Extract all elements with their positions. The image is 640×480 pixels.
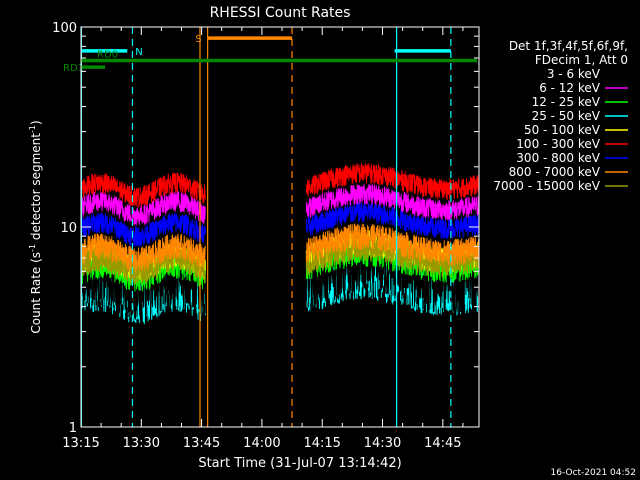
x-tick-label-1: 13:30 [123, 436, 160, 451]
y-tick-label-0: 1 [69, 421, 77, 436]
y-axis-label-mid: detector segment [29, 133, 43, 244]
annotation-label-2: S [195, 34, 201, 45]
legend-label-2: 12 - 25 keV [532, 95, 601, 109]
legend-header-2: FDecim 1, Att 0 [535, 53, 628, 67]
x-tick-label-0: 13:15 [62, 436, 99, 451]
series-line-6-post [305, 202, 480, 240]
legend-label-6: 300 - 800 keV [516, 151, 600, 165]
series-line-7-pre [80, 233, 206, 273]
legend-label-7: 800 - 7000 keV [509, 165, 601, 179]
series-line-5-pre [80, 172, 206, 209]
render-timestamp: 16-Oct-2021 04:52 [551, 468, 636, 478]
x-axis-label: Start Time (31-Jul-07 13:14:42) [198, 456, 401, 471]
series-line-1-pre [80, 190, 206, 226]
legend: Det 1f,3f,4f,5f,6f,9f, FDecim 1, Att 0 3… [493, 39, 628, 193]
legend-label-3: 25 - 50 keV [532, 109, 601, 123]
legend-header-1: Det 1f,3f,4f,5f,6f,9f, [509, 39, 628, 53]
chart-title: RHESSI Count Rates [210, 5, 351, 21]
annotation-label-4: RD1 [63, 63, 84, 74]
y-axis-label-sup2: -1 [28, 125, 37, 133]
y-axis-label-sup1: -1 [28, 244, 37, 252]
x-tick-label-4: 14:15 [303, 436, 340, 451]
axis-layer: 13:15 13:30 13:45 14:00 14:15 14:30 14:45 1 10 10… [52, 21, 479, 451]
x-tick-label-6: 14:45 [424, 436, 461, 451]
series-line-1-post [305, 183, 480, 222]
legend-label-4: 50 - 100 keV [524, 123, 601, 137]
series-layer [80, 163, 480, 325]
y-tick-label-1: 10 [60, 221, 77, 236]
series-line-6-pre [80, 212, 206, 247]
legend-label-1: 6 - 12 keV [539, 81, 601, 95]
x-tick-label-2: 13:45 [183, 436, 220, 451]
legend-label-0: 3 - 6 keV [547, 67, 601, 81]
x-tick-label-3: 14:00 [243, 436, 280, 451]
y-axis-label: Count Rate (s-1 detector segment-1) [28, 120, 43, 333]
y-tick-label-2: 100 [52, 21, 77, 36]
legend-label-5: 100 - 300 keV [516, 137, 600, 151]
annotation-label-0: N [135, 47, 142, 58]
annotation-label-3: RD0 [97, 49, 118, 60]
y-axis-label-main: Count Rate (s [29, 252, 43, 334]
y-axis-label-end: ) [29, 120, 43, 125]
legend-label-8: 7000 - 15000 keV [493, 179, 600, 193]
x-tick-label-5: 14:30 [364, 436, 401, 451]
